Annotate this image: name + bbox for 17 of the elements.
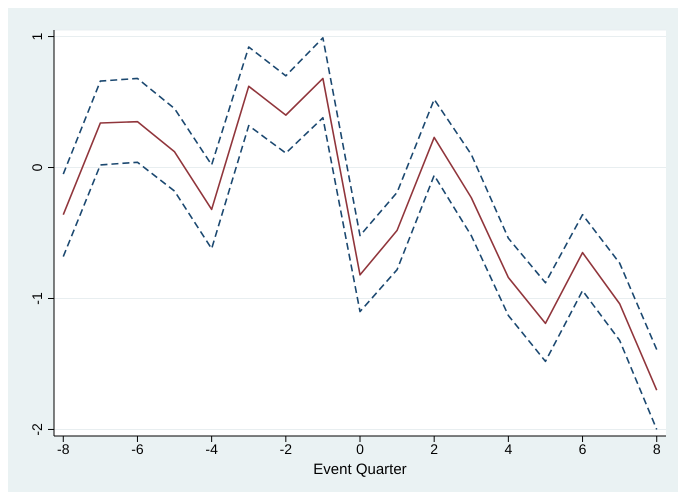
x-tick-label: -4 [205,440,218,457]
y-tick-label: 1 [29,32,45,40]
x-tick-label: -8 [57,440,70,457]
x-tick-label: -6 [131,440,144,457]
x-tick-label: 4 [504,440,512,457]
y-tick-label: 0 [29,163,45,172]
y-tick-label: -1 [29,292,45,305]
x-tick-label: 8 [652,440,661,457]
line-series [62,37,658,350]
x-axis-title: Event Quarter [313,461,407,478]
line-series [62,78,658,391]
x-tick-label: 0 [356,440,364,457]
line-series [62,116,658,430]
x-tick-label: 2 [430,440,438,457]
y-tick-label: -2 [29,423,45,436]
x-tick-label: -2 [280,440,292,457]
x-tick-label: 6 [578,440,587,457]
